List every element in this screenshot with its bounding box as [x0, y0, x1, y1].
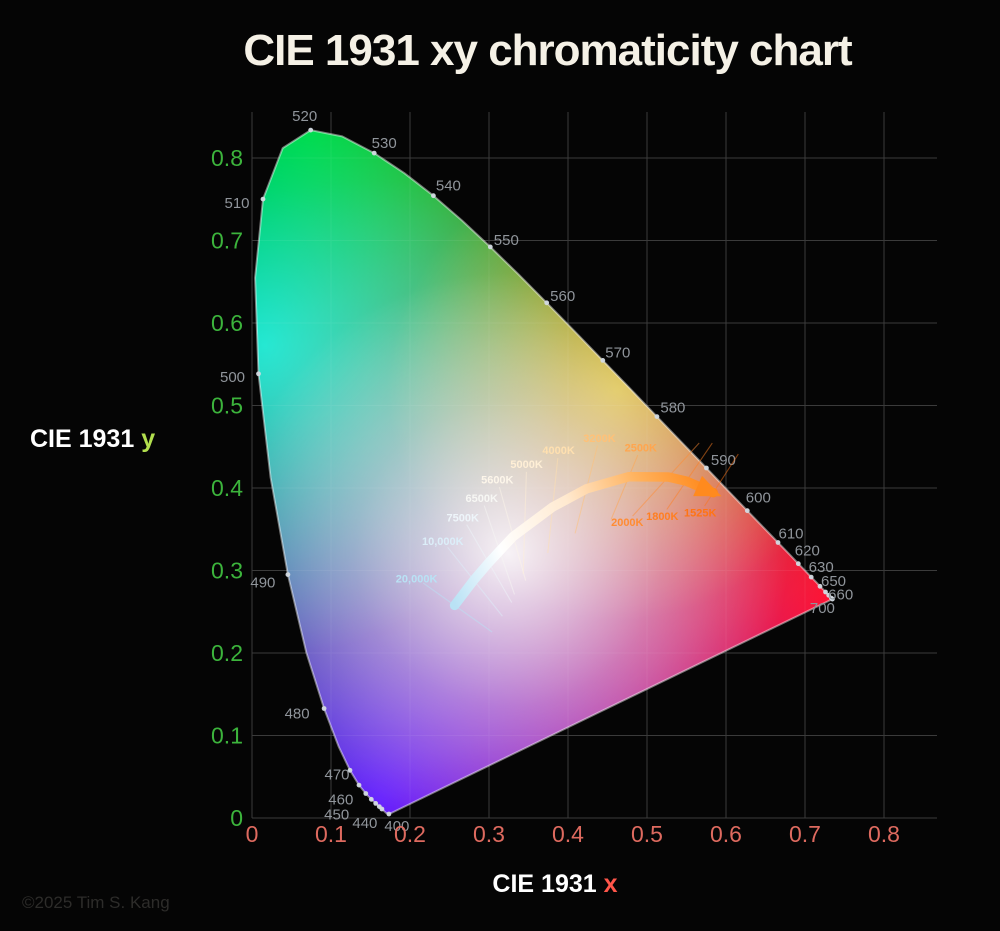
wavelength-label-630: 630 — [809, 559, 834, 576]
cct-label-10,000K: 10,000K — [422, 536, 464, 548]
y-tick-label-0.8: 0.8 — [211, 145, 243, 171]
wavelength-dot-580 — [654, 414, 660, 419]
x-tick-label-0: 0 — [246, 821, 259, 847]
wavelength-dot-460 — [363, 791, 369, 796]
y-tick-label-0: 0 — [230, 805, 243, 831]
cct-tick-2500K — [610, 454, 639, 520]
wavelength-dot-640 — [817, 583, 823, 589]
page-title: CIE 1931 xy chromaticity chart — [243, 26, 852, 75]
wavelength-dot-570 — [600, 358, 606, 363]
wavelength-dot-610 — [775, 540, 781, 545]
x-tick-label-0.8: 0.8 — [868, 821, 900, 847]
wavelength-dot-455 — [368, 796, 374, 802]
x-axis-title: CIE 1931 x — [110, 870, 1000, 899]
cct-label-3200K: 3200K — [583, 433, 615, 445]
y-axis-title: CIE 1931 y — [30, 425, 155, 454]
y-tick-label-0.5: 0.5 — [211, 393, 243, 419]
x-tick-label-0.5: 0.5 — [631, 821, 663, 847]
wavelength-dot-465 — [356, 782, 362, 788]
wavelength-label-470: 470 — [324, 766, 349, 783]
wavelength-label-570: 570 — [605, 344, 630, 361]
wavelength-label-440: 440 — [352, 815, 377, 832]
wavelength-dot-445 — [376, 804, 382, 809]
wavelength-label-590: 590 — [711, 452, 736, 469]
y-axis-title-text: CIE 1931 — [30, 425, 135, 453]
x-axis-title-accent: x — [603, 870, 618, 898]
wavelength-dot-560 — [544, 300, 550, 306]
wavelength-label-620: 620 — [795, 543, 820, 560]
cct-label-2500K: 2500K — [625, 443, 657, 455]
wavelength-label-550: 550 — [494, 232, 519, 249]
wavelength-dot-490 — [285, 572, 291, 577]
x-axis-title-text: CIE 1931 — [492, 870, 597, 898]
cct-label-2000K: 2000K — [611, 517, 643, 529]
x-tick-label-0.3: 0.3 — [473, 821, 505, 847]
wavelength-dot-500 — [256, 371, 261, 377]
x-tick-label-0.1: 0.1 — [315, 821, 347, 847]
x-tick-label-0.6: 0.6 — [710, 821, 742, 847]
cct-tick-1800K — [666, 442, 713, 510]
grid-over — [251, 112, 937, 819]
y-tick-label-0.4: 0.4 — [211, 475, 243, 501]
y-tick-label-0.2: 0.2 — [211, 640, 243, 666]
cct-label-1800K: 1800K — [646, 511, 678, 523]
wavelength-dot-700 — [830, 596, 835, 602]
cct-label-4000K: 4000K — [542, 445, 574, 457]
copyright: ©2025 Tim S. Kang — [22, 893, 170, 912]
y-tick-label-0.1: 0.1 — [211, 723, 243, 749]
y-tick-label-0.6: 0.6 — [211, 310, 243, 336]
wavelength-dot-400 — [386, 811, 392, 817]
wavelength-dot-550 — [487, 244, 493, 250]
wavelength-dot-620 — [795, 561, 801, 567]
wavelength-label-560: 560 — [550, 288, 575, 305]
cct-label-7500K: 7500K — [446, 513, 478, 525]
cct-tick-1525K — [704, 453, 739, 507]
y-axis-title-accent: y — [141, 425, 156, 453]
wavelength-label-700: 700 — [810, 600, 835, 617]
wavelength-label-460: 460 — [328, 792, 353, 809]
y-tick-label-0.7: 0.7 — [211, 228, 243, 254]
wavelength-label-540: 540 — [436, 178, 461, 195]
wavelength-dot-480 — [321, 706, 327, 711]
wavelength-dot-650 — [823, 589, 828, 595]
wavelength-label-510: 510 — [224, 195, 249, 212]
wavelength-label-520: 520 — [292, 108, 317, 125]
wavelength-label-530: 530 — [372, 135, 397, 152]
cct-label-5600K: 5600K — [481, 474, 513, 486]
wavelength-dot-520 — [308, 127, 314, 133]
cct-label-5000K: 5000K — [510, 459, 542, 471]
planckian-locus-arrow — [449, 471, 718, 611]
wavelength-label-490: 490 — [250, 575, 275, 592]
wavelength-label-650: 650 — [821, 573, 846, 590]
wavelength-dot-510 — [260, 196, 266, 202]
wavelength-label-450: 450 — [324, 806, 349, 823]
wavelength-label-660: 660 — [828, 586, 853, 603]
cct-label-20,000K: 20,000K — [396, 573, 438, 585]
wavelength-dot-630 — [808, 574, 814, 580]
wavelength-label-600: 600 — [746, 490, 771, 507]
wavelength-dot-600 — [744, 508, 750, 514]
wavelength-dot-530 — [371, 150, 377, 156]
wavelength-dot-450 — [373, 801, 379, 806]
wavelength-label-500: 500 — [220, 369, 245, 386]
wavelength-label-400: 400 — [384, 818, 409, 835]
wavelength-dot-470 — [347, 767, 353, 773]
x-tick-label-0.2: 0.2 — [394, 821, 426, 847]
wavelength-dot-540 — [431, 193, 436, 199]
wavelength-label-610: 610 — [778, 526, 803, 543]
wavelength-label-480: 480 — [285, 706, 310, 723]
cct-label-6500K: 6500K — [465, 493, 497, 505]
wavelength-label-580: 580 — [660, 400, 685, 417]
planckian-arrowhead — [693, 475, 722, 497]
x-tick-label-0.7: 0.7 — [789, 821, 821, 847]
y-tick-label-0.3: 0.3 — [211, 558, 243, 584]
x-tick-label-0.4: 0.4 — [552, 821, 584, 847]
cct-label-1525K: 1525K — [684, 508, 716, 520]
wavelength-dot-590 — [704, 465, 709, 471]
